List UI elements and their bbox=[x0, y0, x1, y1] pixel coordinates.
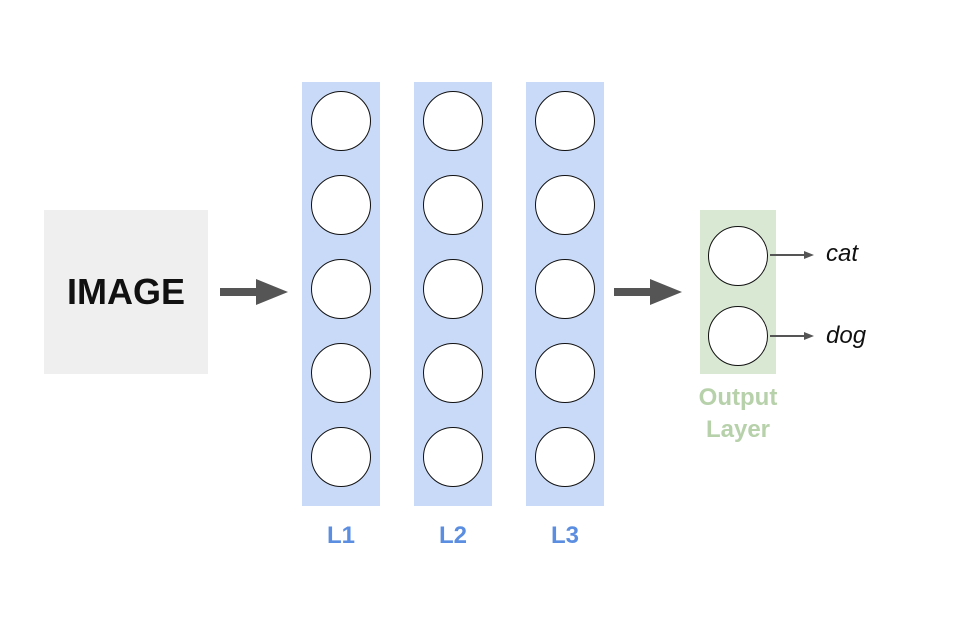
input-image-label: IMAGE bbox=[66, 271, 185, 312]
neuron bbox=[311, 175, 371, 235]
arrow-right-icon bbox=[614, 279, 682, 305]
hidden-layer-l1 bbox=[302, 82, 380, 506]
neuron bbox=[535, 175, 595, 235]
output-neuron-dog bbox=[708, 306, 768, 366]
neuron bbox=[423, 91, 483, 151]
output-layer-label-line2: Layer bbox=[705, 416, 771, 443]
class-label-dog: dog bbox=[826, 322, 867, 349]
arrow-right-icon bbox=[220, 279, 288, 305]
neuron bbox=[311, 343, 371, 403]
arrow-right-icon bbox=[770, 332, 814, 340]
hidden-layer-l3 bbox=[526, 82, 604, 506]
neuron bbox=[311, 427, 371, 487]
neuron bbox=[311, 91, 371, 151]
hidden-layer-l2 bbox=[414, 82, 492, 506]
layer-label-l3: L3 bbox=[550, 522, 579, 549]
neuron bbox=[423, 259, 483, 319]
neuron bbox=[311, 259, 371, 319]
neuron bbox=[535, 259, 595, 319]
output-neuron-cat bbox=[708, 226, 768, 286]
neuron bbox=[423, 427, 483, 487]
input-image-box: IMAGE bbox=[44, 210, 208, 374]
layer-label-l1: L1 bbox=[326, 522, 355, 549]
neuron bbox=[535, 427, 595, 487]
output-layer-label-line1: Output bbox=[698, 384, 778, 411]
neuron bbox=[535, 91, 595, 151]
class-label-cat: cat bbox=[826, 240, 859, 267]
neuron bbox=[423, 343, 483, 403]
output-layer-label: Output Layer bbox=[676, 382, 800, 446]
neuron bbox=[535, 343, 595, 403]
arrow-right-icon bbox=[770, 251, 814, 259]
layer-label-l2: L2 bbox=[438, 522, 467, 549]
output-layer bbox=[700, 210, 776, 374]
neuron bbox=[423, 175, 483, 235]
